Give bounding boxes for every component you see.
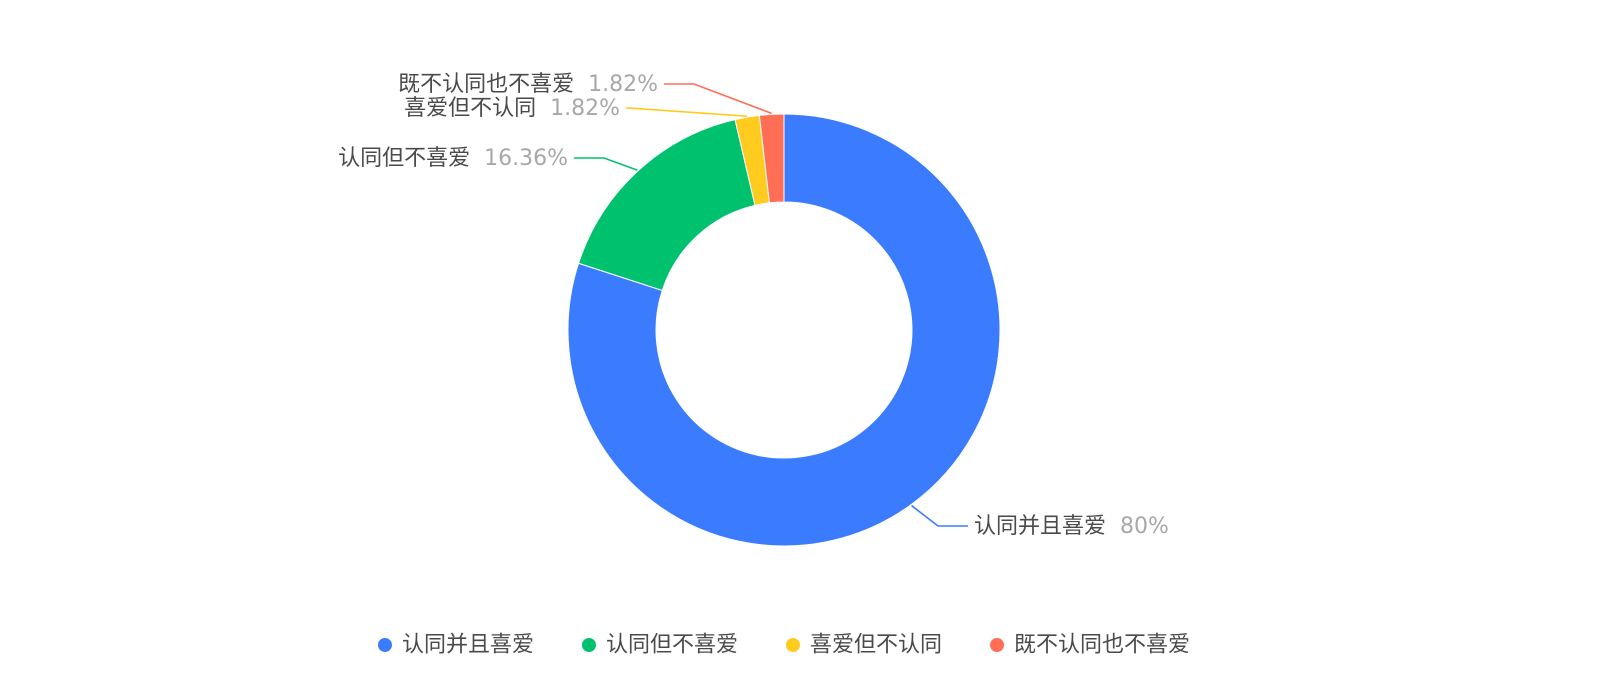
- leader-line-1: [574, 158, 637, 170]
- slice-label-name: 喜爱但不认同: [404, 96, 536, 121]
- leader-line-2: [626, 108, 747, 116]
- leader-line-0: [912, 506, 968, 526]
- slice-label-2: 喜爱但不认同 1.82%: [404, 96, 620, 121]
- legend-marker: [786, 638, 800, 652]
- legend-item-3[interactable]: 既不认同也不喜爱: [990, 633, 1190, 658]
- legend-marker: [990, 638, 1004, 652]
- legend-item-2[interactable]: 喜爱但不认同: [786, 633, 942, 658]
- legend-marker: [378, 638, 392, 652]
- slice-label-name: 既不认同也不喜爱: [398, 72, 574, 97]
- legend-label: 喜爱但不认同: [810, 633, 942, 658]
- slice-label-1: 认同但不喜爱 16.36%: [338, 146, 568, 171]
- slice-label-0: 认同并且喜爱 80%: [974, 514, 1169, 539]
- slice-label-percent: 16.36%: [484, 146, 568, 171]
- legend-label: 认同并且喜爱: [402, 633, 534, 658]
- legend-label: 认同但不喜爱: [606, 633, 738, 658]
- slice-label-percent: 1.82%: [550, 96, 620, 121]
- slice-1[interactable]: [579, 120, 755, 291]
- slice-label-percent: 1.82%: [588, 72, 658, 97]
- legend-item-0[interactable]: 认同并且喜爱: [378, 633, 534, 658]
- slices-layer: [568, 114, 1000, 546]
- slice-label-name: 认同但不喜爱: [338, 146, 470, 171]
- legend: 认同并且喜爱 认同但不喜爱 喜爱但不认同 既不认同也不喜爱: [378, 633, 1190, 658]
- slice-label-percent: 80%: [1120, 514, 1169, 539]
- legend-item-1[interactable]: 认同但不喜爱: [582, 633, 738, 658]
- leader-line-3: [664, 84, 772, 113]
- legend-label: 既不认同也不喜爱: [1014, 633, 1190, 658]
- legend-marker: [582, 638, 596, 652]
- slice-label-name: 认同并且喜爱: [974, 514, 1106, 539]
- slice-label-3: 既不认同也不喜爱 1.82%: [398, 72, 658, 97]
